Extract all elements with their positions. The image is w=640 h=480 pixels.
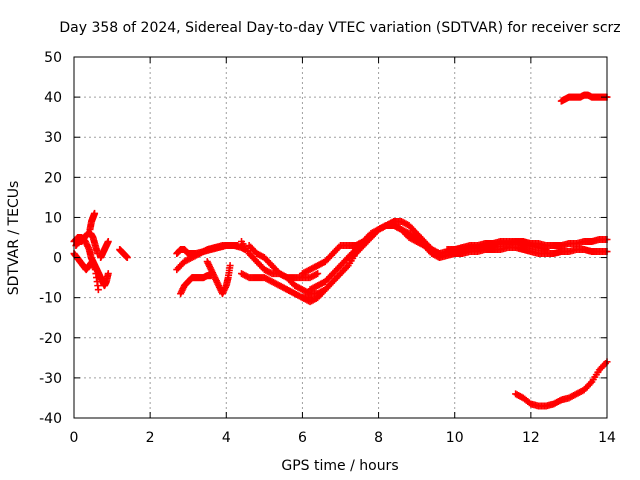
series-arc-early-f bbox=[116, 246, 131, 262]
x-tick-label: 14 bbox=[598, 430, 616, 446]
series-arc-flat-b bbox=[435, 244, 611, 262]
data-point bbox=[104, 270, 112, 278]
data-point bbox=[94, 286, 102, 294]
x-tick-label: 12 bbox=[522, 430, 540, 446]
x-tick-label: 4 bbox=[222, 430, 231, 446]
x-tick-label: 8 bbox=[374, 430, 383, 446]
series-arc-early-c bbox=[72, 229, 102, 258]
data-point bbox=[226, 262, 234, 270]
y-tick-label: 10 bbox=[44, 210, 62, 226]
x-tick-label: 2 bbox=[146, 430, 155, 446]
series-arc-early-d bbox=[86, 209, 99, 233]
y-axis-label: SDTVAR / TECUs bbox=[6, 181, 22, 296]
y-tick-label: -40 bbox=[39, 411, 62, 427]
axis-ticks: 0 2 4 6 8 10 12 14 -40 -30 -20 -10 0 10 20 30 40 50 bbox=[39, 50, 616, 446]
x-tick-label: 6 bbox=[298, 430, 307, 446]
series-arc-flat-c bbox=[443, 238, 550, 254]
data-marks bbox=[70, 91, 611, 410]
data-point bbox=[314, 270, 322, 278]
data-point bbox=[123, 254, 131, 262]
plot-frame bbox=[73, 56, 608, 419]
y-tick-label: 30 bbox=[44, 130, 62, 146]
y-tick-label: 40 bbox=[44, 90, 62, 106]
x-tick-label: 0 bbox=[70, 430, 79, 446]
y-tick-label: 0 bbox=[53, 251, 62, 267]
y-tick-label: -20 bbox=[39, 331, 62, 347]
y-tick-label: -30 bbox=[39, 371, 62, 387]
data-point bbox=[234, 242, 242, 250]
x-tick-label: 10 bbox=[446, 430, 464, 446]
series-arc-pass-b bbox=[173, 242, 242, 274]
chart-title: Day 358 of 2024, Sidereal Day-to-day VTE… bbox=[59, 20, 620, 36]
series-arc-early-e bbox=[97, 238, 112, 262]
series-arc-pass-d bbox=[203, 258, 234, 298]
data-point bbox=[312, 270, 320, 278]
x-axis-label: GPS time / hours bbox=[281, 458, 398, 474]
grid-lines bbox=[74, 57, 607, 418]
y-tick-label: 20 bbox=[44, 170, 62, 186]
series-arc-pass-c bbox=[177, 272, 215, 298]
data-point bbox=[91, 209, 99, 217]
data-point bbox=[104, 238, 112, 246]
y-tick-label: 50 bbox=[44, 50, 62, 66]
series-arc-low bbox=[512, 358, 611, 410]
data-point bbox=[542, 246, 550, 254]
series-arc-high bbox=[557, 91, 611, 105]
y-tick-label: -10 bbox=[39, 291, 62, 307]
series-arc-pass-j bbox=[298, 221, 443, 278]
